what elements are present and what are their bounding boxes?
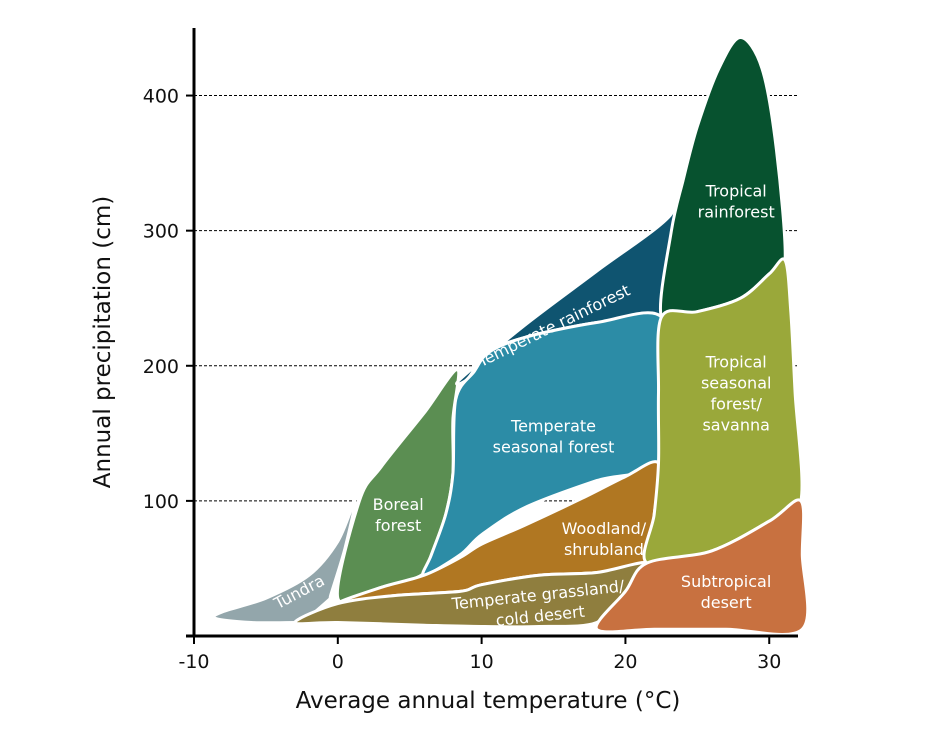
biome-label-line: savanna [702, 415, 770, 434]
x-tick-label: 30 [757, 651, 781, 673]
biome-label-tropical-rainforest: Tropical rainforest [698, 181, 775, 221]
biome-label-line: Tropical [705, 181, 767, 200]
biome-label-temperate-seasonal-forest: Temperate seasonal forest [493, 417, 615, 457]
y-tick-label: 400 [143, 86, 179, 108]
y-tick-label: 200 [143, 356, 179, 378]
axes [186, 28, 798, 638]
biome-region-tundra [212, 499, 357, 626]
y-tick-label: 300 [143, 221, 179, 243]
y-axis-title: Annual precipitation (cm) [90, 196, 116, 488]
x-tick-label: -10 [178, 651, 209, 673]
biome-label-line: forest/ [710, 394, 762, 413]
biome-label-line: Boreal [373, 495, 424, 514]
biome-label-line: Subtropical [681, 572, 771, 591]
biome-label-line: forest [375, 516, 421, 535]
x-tick-label: 0 [332, 651, 344, 673]
x-tick-label: 10 [470, 651, 494, 673]
biome-label-boreal-forest: Boreal forest [373, 495, 424, 535]
biome-label-line: desert [701, 593, 752, 612]
biome-label-line: Temperate [510, 417, 596, 436]
biome-region-temperate-seasonal-forest [421, 311, 667, 577]
biome-label-line: shrubland [564, 540, 644, 559]
biome-label-line: seasonal forest [493, 438, 615, 457]
biome-label-line: seasonal [701, 373, 772, 392]
biome-label-line: Woodland/ [562, 519, 647, 538]
biome-label-line: Tropical [705, 352, 767, 371]
biome-label-tropical-seasonal-forest-savanna: Tropical seasonal forest/savanna [701, 352, 772, 434]
biome-label-line: rainforest [698, 202, 775, 221]
x-tick-label: 20 [613, 651, 637, 673]
x-axis-title: Average annual temperature (°C) [296, 688, 681, 714]
ticks: -10 0 10 20 30 100 200 300 400 [143, 86, 782, 673]
biome-label-subtropical-desert: Subtropical desert [681, 572, 771, 612]
biome-label-woodland-shrubland: Woodland/shrubland [562, 519, 647, 559]
y-tick-label: 100 [143, 491, 179, 513]
biome-region-subtropical-desert [594, 498, 810, 636]
